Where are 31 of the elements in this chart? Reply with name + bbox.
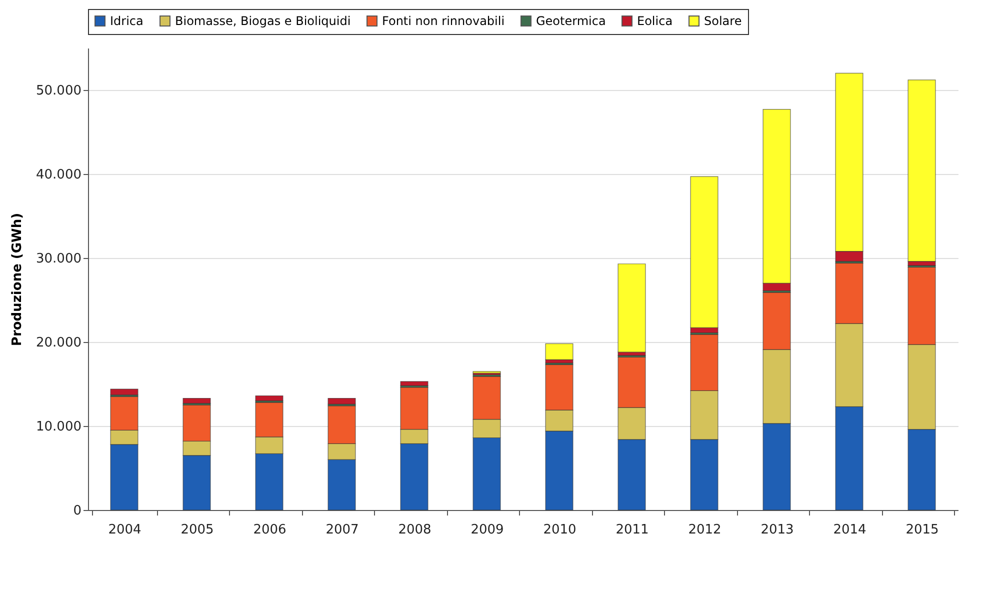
x-tick-label: 2009 [470,522,504,538]
y-axis-title: Produzione (GWh) [10,212,26,346]
x-tick-label: 2010 [543,522,576,538]
x-tick-label: 2005 [180,522,214,538]
y-tick-label: 50.000 [36,84,82,98]
x-tick-label: 2004 [108,522,142,538]
x-tick-label: 2006 [253,522,286,538]
x-tick-label: 2008 [398,522,432,538]
legend-label: Solare [704,14,742,28]
x-tick-label: 2012 [688,522,722,538]
y-tick-label: 10.000 [36,420,82,434]
legend-label: Eolica [637,14,673,28]
x-tick-label: 2007 [326,522,359,538]
legend-label: Biomasse, Biogas e Bioliquidi [175,14,351,28]
bar [255,395,284,402]
bar [110,388,138,396]
y-tick-label: 30.000 [36,252,82,266]
y-tick-label: 0 [73,504,82,518]
x-tick-label: 2013 [760,522,794,538]
legend-label: Geotermica [536,14,606,28]
bar [182,398,211,404]
bar [618,264,646,352]
x-tick-label: 2014 [833,522,866,538]
x-tick-label: 2011 [616,522,649,538]
bar [545,343,574,360]
bar [908,80,936,262]
y-tick-label: 40.000 [36,168,82,182]
x-tick-label: 2015 [906,522,939,538]
legend-label: Idrica [110,14,144,28]
y-tick-label: 20.000 [36,336,82,350]
legend-label: Fonti non rinnovabili [382,14,505,28]
